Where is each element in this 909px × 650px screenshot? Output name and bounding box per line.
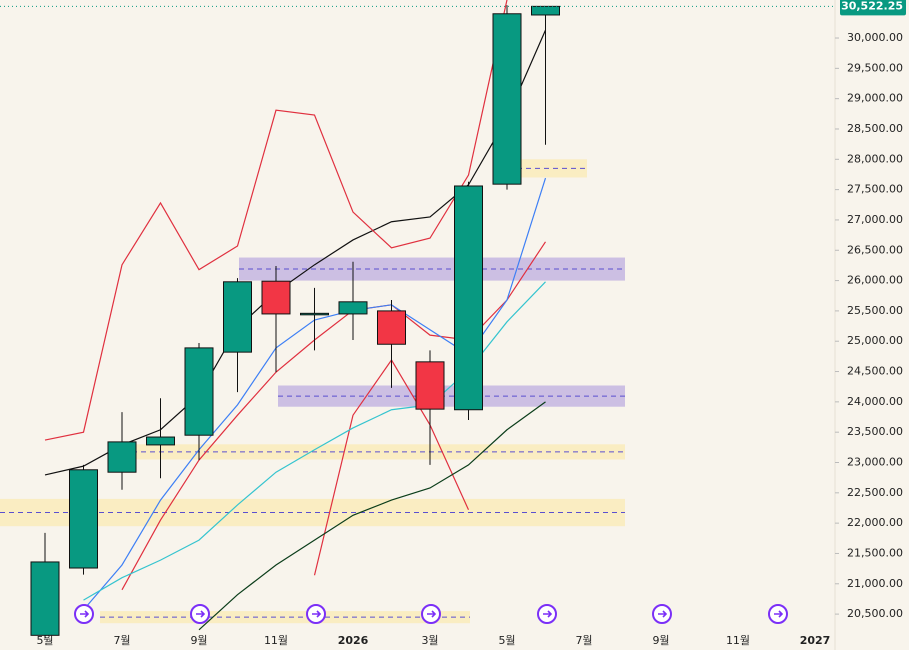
zone [0, 498, 625, 527]
candle-body [492, 13, 522, 185]
candle-body [531, 5, 560, 16]
candle-body [300, 312, 329, 316]
y-tick-label: 22,500.00 [847, 486, 903, 499]
candle-body [107, 441, 137, 473]
y-tick-label: 26,000.00 [847, 274, 903, 287]
y-tick-label: 22,000.00 [847, 516, 903, 529]
y-tick-label: 26,500.00 [847, 243, 903, 256]
event-icon[interactable] [190, 604, 210, 624]
indicator-line [198, 401, 546, 631]
event-icon[interactable] [537, 604, 557, 624]
y-tick-label: 23,000.00 [847, 456, 903, 469]
last-price-label: 30,522.25 [841, 0, 903, 12]
y-tick-label: 25,000.00 [847, 334, 903, 347]
y-tick-label: 28,500.00 [847, 122, 903, 135]
x-tick-label: 11월 [264, 634, 288, 647]
x-tick-label: 7월 [113, 634, 130, 647]
event-icon[interactable] [74, 604, 94, 624]
event-icon[interactable] [421, 604, 441, 624]
y-tick-label: 27,500.00 [847, 183, 903, 196]
candle-body [377, 310, 406, 345]
event-icon[interactable] [768, 604, 788, 624]
event-icon[interactable] [652, 604, 672, 624]
y-tick-label: 24,500.00 [847, 365, 903, 378]
candle-body [146, 436, 175, 446]
candle-body [415, 361, 445, 410]
candle-body [223, 281, 252, 353]
event-icons [74, 604, 788, 624]
x-tick-label: 2027 [800, 634, 831, 647]
y-tick-label: 29,500.00 [847, 61, 903, 74]
candle-body [30, 561, 60, 636]
candle-body [338, 301, 368, 315]
y-tick-label: 23,500.00 [847, 425, 903, 438]
candle-body [184, 347, 214, 436]
candle-body [261, 280, 291, 315]
x-tick-label: 3월 [421, 634, 438, 647]
last-price-box [840, 0, 906, 16]
indicator-line [44, 0, 508, 441]
y-tick-label: 29,000.00 [847, 92, 903, 105]
candle-body [69, 469, 98, 569]
y-tick-label: 24,000.00 [847, 395, 903, 408]
y-tick-label: 20,500.00 [847, 607, 903, 620]
event-icon[interactable] [306, 604, 326, 624]
y-tick-label: 27,000.00 [847, 213, 903, 226]
candle-body [454, 185, 483, 411]
x-tick-label: 11월 [726, 634, 750, 647]
x-tick-label: 5월 [498, 634, 515, 647]
y-tick-label: 21,000.00 [847, 577, 903, 590]
x-tick-label: 9월 [652, 634, 669, 647]
x-tick-label: 5월 [36, 634, 53, 647]
x-tick-label: 9월 [190, 634, 207, 647]
y-tick-label: 28,000.00 [847, 152, 903, 165]
y-tick-label: 30,000.00 [847, 31, 903, 44]
y-tick-label: 21,500.00 [847, 546, 903, 559]
x-tick-label: 2026 [338, 634, 369, 647]
x-tick-label: 7월 [575, 634, 592, 647]
price-axis [836, 0, 909, 650]
zone [123, 444, 625, 460]
y-tick-label: 25,500.00 [847, 304, 903, 317]
